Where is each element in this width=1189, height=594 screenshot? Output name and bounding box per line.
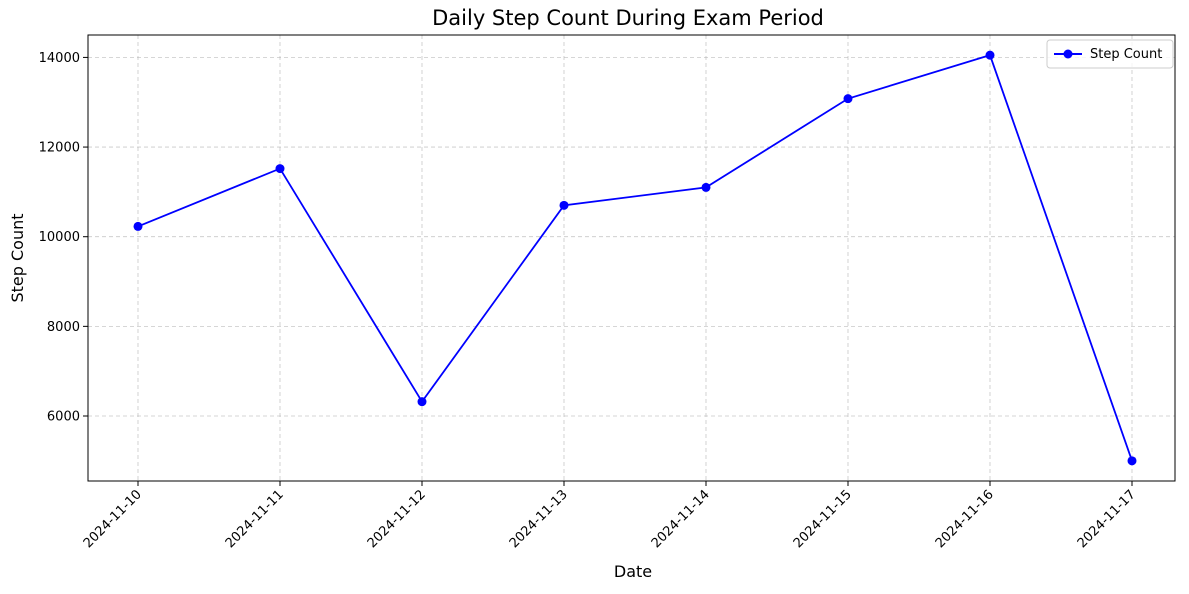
legend-label: Step Count	[1090, 47, 1162, 62]
x-axis-label: Date	[614, 562, 652, 581]
legend-marker	[1063, 49, 1073, 59]
y-axis: 6000 8000 10000 12000 14000	[39, 51, 88, 425]
grid-lines	[88, 35, 1175, 481]
legend: Step Count	[1046, 39, 1174, 69]
data-point	[1127, 456, 1137, 466]
data-point	[417, 397, 427, 407]
data-point	[133, 221, 143, 231]
series-line	[137, 54, 1133, 462]
plot-area-frame	[87, 34, 1176, 482]
y-axis-label: Step Count	[8, 213, 27, 302]
y-tick-label: 6000	[47, 410, 80, 425]
y-tick-label: 14000	[39, 51, 80, 66]
data-point	[275, 164, 285, 174]
data-point	[985, 50, 995, 60]
legend-box	[1046, 39, 1174, 69]
series-layer	[133, 50, 1137, 466]
data-point	[843, 94, 853, 104]
chart-title: Daily Step Count During Exam Period	[432, 6, 824, 30]
y-tick-label: 8000	[47, 320, 80, 335]
y-tick-label: 12000	[39, 141, 80, 156]
y-tick-label: 10000	[39, 230, 80, 245]
data-point	[701, 182, 711, 192]
data-point	[559, 200, 569, 210]
